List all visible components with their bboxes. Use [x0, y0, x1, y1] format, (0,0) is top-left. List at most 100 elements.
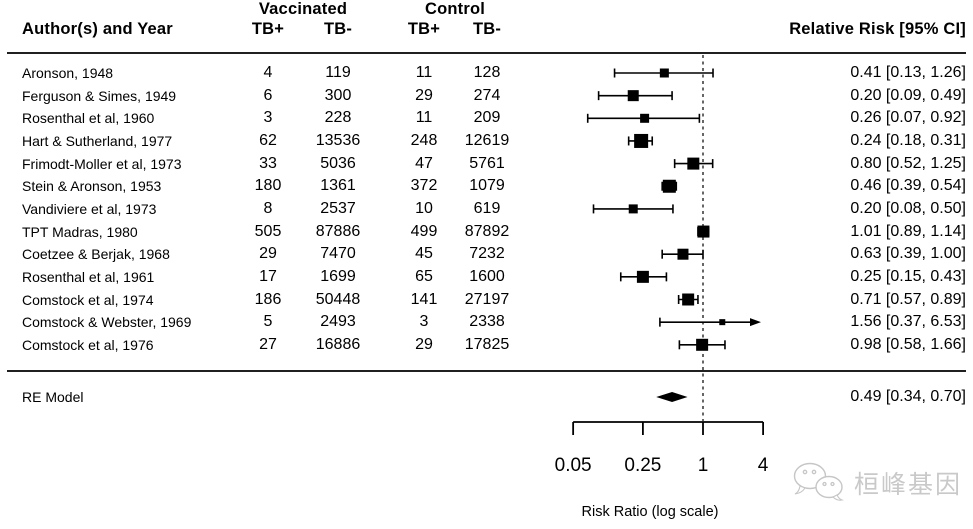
study-author: Comstock et al, 1976 [22, 336, 154, 353]
vaccinated-tb-pos-count: 5 [263, 313, 273, 331]
relative-risk-column-header: Relative Risk [95% CI] [789, 20, 966, 38]
wechat-chat-bubbles-icon [793, 462, 845, 501]
group-header-control: Control [424, 0, 486, 18]
axis-tick-label: 4 [757, 455, 769, 476]
relative-risk-label: 0.80 [0.52, 1.25] [850, 154, 966, 172]
control-tb-neg-count: 209 [473, 109, 501, 127]
relative-risk-label: 0.20 [0.09, 0.49] [850, 86, 966, 104]
control-tb-neg-count: 5761 [469, 154, 505, 172]
study-row: Comstock et al, 1974 186 50448 141 27197… [0, 290, 973, 310]
subheader-vaccinated-tb-neg: TB- [323, 20, 353, 38]
control-tb-neg-count: 2338 [469, 313, 505, 331]
subheader-control-tb-pos: TB+ [407, 20, 441, 38]
vaccinated-tb-neg-count: 228 [324, 109, 352, 127]
control-tb-neg-count: 27197 [464, 290, 510, 308]
relative-risk-label: 0.63 [0.39, 1.00] [850, 245, 966, 263]
author-column-header: Author(s) and Year [22, 20, 173, 38]
vaccinated-tb-neg-count: 2493 [320, 313, 356, 331]
study-row: Hart & Sutherland, 1977 62 13536 248 126… [0, 131, 973, 151]
study-row: TPT Madras, 1980 505 87886 499 87892 1.0… [0, 222, 973, 242]
vaccinated-tb-pos-count: 505 [254, 222, 282, 240]
vaccinated-tb-pos-count: 8 [263, 199, 273, 217]
point-estimate-square [696, 338, 709, 351]
vaccinated-tb-pos-count: 29 [259, 245, 277, 263]
control-tb-pos-count: 10 [415, 199, 433, 217]
vaccinated-tb-pos-count: 180 [254, 177, 282, 195]
control-tb-pos-count: 65 [415, 267, 433, 285]
study-author: Rosenthal et al, 1960 [22, 110, 155, 127]
relative-risk-label: 0.98 [0.58, 1.66] [850, 335, 966, 353]
control-tb-pos-count: 47 [415, 154, 433, 172]
control-tb-neg-count: 1079 [469, 177, 505, 195]
control-tb-pos-count: 3 [419, 313, 429, 331]
control-tb-neg-count: 274 [473, 86, 501, 104]
vaccinated-tb-pos-count: 186 [254, 290, 282, 308]
control-tb-neg-count: 87892 [464, 222, 510, 240]
vaccinated-tb-pos-count: 6 [263, 86, 273, 104]
study-row: Comstock et al, 1976 27 16886 29 17825 0… [0, 335, 973, 355]
vaccinated-tb-neg-count: 13536 [315, 131, 361, 149]
study-author: Stein & Aronson, 1953 [22, 178, 162, 195]
summary-estimate-label: 0.49 [0.34, 0.70] [850, 388, 966, 405]
vaccinated-tb-neg-count: 87886 [315, 222, 361, 240]
vaccinated-tb-pos-count: 27 [259, 335, 277, 353]
axis-tick-label: 0.05 [554, 455, 592, 476]
study-author: Comstock & Webster, 1969 [22, 314, 192, 331]
control-tb-pos-count: 499 [410, 222, 438, 240]
relative-risk-label: 0.24 [0.18, 0.31] [850, 131, 966, 149]
relative-risk-label: 0.46 [0.39, 0.54] [850, 177, 966, 195]
study-author: Aronson, 1948 [22, 65, 114, 81]
vaccinated-tb-neg-count: 5036 [320, 154, 356, 172]
control-tb-neg-count: 619 [473, 199, 501, 217]
control-tb-neg-count: 12619 [464, 131, 510, 149]
study-author: Comstock et al, 1974 [22, 291, 154, 308]
ci-arrow-right [750, 318, 761, 327]
study-author: TPT Madras, 1980 [22, 223, 138, 240]
point-estimate-square [687, 157, 700, 170]
point-estimate-square [627, 90, 639, 102]
point-estimate-square [662, 179, 676, 193]
relative-risk-label: 0.71 [0.57, 0.89] [850, 290, 966, 308]
x-axis-title: Risk Ratio (log scale) [581, 504, 719, 520]
vaccinated-tb-neg-count: 7470 [320, 245, 356, 263]
point-estimate-square [697, 225, 710, 238]
point-estimate-square [636, 270, 649, 283]
study-author: Rosenthal et al, 1961 [22, 268, 155, 285]
vaccinated-tb-pos-count: 3 [263, 109, 273, 127]
study-row: Vandiviere et al, 1973 8 2537 10 619 0.2… [0, 199, 973, 219]
point-estimate-square [719, 319, 726, 326]
control-tb-pos-count: 29 [415, 86, 433, 104]
study-row: Coetzee & Berjak, 1968 29 7470 45 7232 0… [0, 244, 973, 264]
vaccinated-tb-neg-count: 2537 [320, 199, 356, 217]
vaccinated-tb-neg-count: 1361 [320, 177, 356, 195]
control-tb-neg-count: 7232 [469, 245, 505, 263]
control-tb-neg-count: 17825 [464, 335, 510, 353]
study-row: Rosenthal et al, 1960 3 228 11 209 0.26 … [0, 108, 973, 128]
relative-risk-label: 1.01 [0.89, 1.14] [850, 222, 966, 240]
watermark: 桓峰基因 [791, 461, 962, 505]
watermark-text: 桓峰基因 [854, 471, 963, 499]
relative-risk-label: 0.41 [0.13, 1.26] [850, 64, 966, 81]
control-tb-pos-count: 248 [410, 131, 438, 149]
study-row: Rosenthal et al, 1961 17 1699 65 1600 0.… [0, 267, 973, 287]
study-author: Coetzee & Berjak, 1968 [22, 246, 170, 263]
study-author: Vandiviere et al, 1973 [22, 200, 157, 217]
study-row: Stein & Aronson, 1953 180 1361 372 1079 … [0, 176, 973, 196]
subheader-control-tb-neg: TB- [472, 20, 502, 38]
point-estimate-square [682, 293, 695, 306]
point-estimate-square [628, 204, 638, 214]
vaccinated-tb-neg-count: 300 [324, 86, 352, 104]
study-author: Frimodt-Moller et al, 1973 [22, 155, 182, 172]
axis-tick-label: 1 [697, 455, 709, 476]
study-author: Hart & Sutherland, 1977 [22, 132, 173, 149]
point-estimate-square [659, 68, 669, 78]
vaccinated-tb-pos-count: 33 [259, 154, 277, 172]
point-estimate-square [677, 248, 689, 260]
control-tb-pos-count: 11 [415, 64, 433, 81]
vaccinated-tb-neg-count: 119 [325, 64, 351, 81]
vaccinated-tb-pos-count: 4 [263, 64, 273, 81]
study-row: Frimodt-Moller et al, 1973 33 5036 47 57… [0, 154, 973, 174]
control-tb-neg-count: 128 [473, 64, 501, 81]
